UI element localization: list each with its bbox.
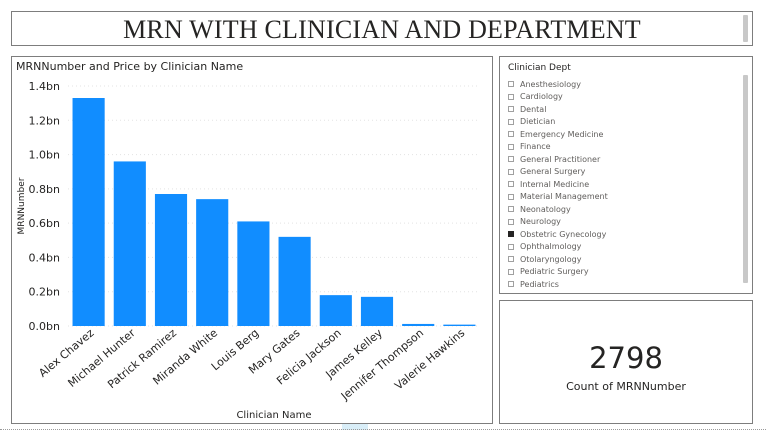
x-tick-label: Valerie Hawkins — [392, 326, 467, 392]
y-tick-label: 0.0bn — [29, 320, 60, 333]
bar[interactable] — [196, 199, 229, 326]
bar[interactable] — [319, 295, 352, 326]
slicer-checkbox[interactable] — [508, 243, 514, 250]
slicer-checkbox[interactable] — [508, 181, 514, 188]
slicer-item[interactable]: Neonatology — [508, 203, 608, 216]
slicer-item-label: Dietician — [520, 117, 556, 127]
slicer-title: Clinician Dept — [508, 63, 571, 73]
kpi-card: 2798 Count of MRNNumber — [499, 300, 753, 424]
slicer-item-label: Internal Medicine — [520, 179, 590, 189]
bar[interactable] — [154, 194, 188, 326]
slicer-item[interactable]: Otolaryngology — [508, 253, 608, 266]
slicer-checkbox[interactable] — [508, 81, 514, 88]
slicer-item[interactable]: Pediatrics — [508, 278, 608, 291]
slicer-item-label: Pediatric Surgery — [520, 267, 589, 277]
slicer-checkbox[interactable] — [508, 231, 514, 238]
slicer-item[interactable]: Internal Medicine — [508, 178, 608, 191]
slicer-item-label: Pediatrics — [520, 279, 559, 289]
slicer-item-label: Cardiology — [520, 92, 563, 102]
slicer-checkbox[interactable] — [508, 168, 514, 175]
bar[interactable] — [113, 161, 146, 326]
slicer-checkbox[interactable] — [508, 256, 514, 263]
slicer-item[interactable]: Dental — [508, 103, 608, 116]
bar[interactable] — [72, 98, 105, 326]
slicer-item-label: Emergency Medicine — [520, 129, 604, 139]
slicer-checkbox[interactable] — [508, 93, 514, 100]
y-tick-label: 1.2bn — [29, 114, 60, 127]
slicer-item-label: Dental — [520, 104, 547, 114]
bar[interactable] — [278, 236, 311, 326]
slicer-item[interactable]: Pediatric Surgery — [508, 266, 608, 279]
slicer-item[interactable]: Finance — [508, 141, 608, 154]
slicer-item[interactable]: General Practitioner — [508, 153, 608, 166]
slicer-item[interactable]: Ophthalmology — [508, 241, 608, 254]
slicer-item[interactable]: Emergency Medicine — [508, 128, 608, 141]
slicer-item-label: Neurology — [520, 217, 561, 227]
y-axis-title: MRNNumber — [17, 177, 27, 234]
slicer-item-label: General Practitioner — [520, 154, 601, 164]
slicer-checkbox[interactable] — [508, 193, 514, 200]
slicer-item[interactable]: Dietician — [508, 116, 608, 129]
bar-chart-card[interactable]: 0.0bn 0.2bn 0.4bn 0.6bn 0.8bn 1.0bn 1.2bn 1.4bn… — [11, 56, 493, 424]
x-axis-title: Clinician Name — [236, 410, 311, 421]
slicer-checkbox[interactable] — [508, 268, 514, 275]
y-tick-label: 0.8bn — [29, 183, 60, 196]
title-scrollbar[interactable] — [743, 15, 748, 42]
slicer-item-label: Finance — [520, 142, 551, 152]
bar[interactable] — [237, 221, 270, 326]
slicer-item-label: Neonatology — [520, 204, 571, 214]
slicer-item-label: Material Management — [520, 192, 608, 202]
bar-chart: 0.0bn 0.2bn 0.4bn 0.6bn 0.8bn 1.0bn 1.2bn 1.4bn… — [17, 80, 480, 421]
slicer-checkbox[interactable] — [508, 143, 514, 150]
slicer-checkbox[interactable] — [508, 218, 514, 225]
slicer-item[interactable]: Cardiology — [508, 91, 608, 104]
slicer-scrollbar[interactable] — [743, 75, 748, 283]
chart-title: MRNNumber and Price by Clinician Name — [16, 60, 244, 73]
slicer-list: Anesthesiology Cardiology Dental Dietician E… — [508, 78, 608, 291]
slicer-item-label: Obstetric Gynecology — [520, 229, 607, 239]
slicer-item-label: Ophthalmology — [520, 242, 582, 252]
clinician-dept-slicer: Clinician Dept Anesthesiology Cardiology D… — [499, 56, 753, 294]
slicer-item-label: General Surgery — [520, 167, 586, 177]
y-tick-label: 0.6bn — [29, 217, 60, 230]
kpi-value: 2798 — [589, 341, 663, 375]
slicer-checkbox[interactable] — [508, 206, 514, 213]
slicer-checkbox[interactable] — [508, 106, 514, 113]
slicer-item[interactable]: General Surgery — [508, 166, 608, 179]
kpi-label: Count of MRNNumber — [566, 380, 686, 393]
slicer-item-label: Otolaryngology — [520, 254, 582, 264]
page-bottom-divider — [0, 429, 766, 430]
slicer-item[interactable]: Obstetric Gynecology — [508, 228, 608, 241]
y-tick-label: 1.0bn — [29, 149, 60, 162]
y-tick-label: 0.4bn — [29, 251, 60, 264]
title-card: MRN WITH CLINICIAN AND DEPARTMENT — [11, 11, 753, 46]
bar[interactable] — [360, 296, 394, 326]
y-tick-label: 1.4bn — [29, 80, 60, 93]
bar[interactable] — [443, 324, 476, 326]
bar[interactable] — [402, 323, 435, 326]
slicer-item[interactable]: Material Management — [508, 191, 608, 204]
x-tick-label: Patrick Ramirez — [105, 326, 179, 391]
page-title: MRN WITH CLINICIAN AND DEPARTMENT — [123, 15, 641, 44]
slicer-checkbox[interactable] — [508, 281, 514, 288]
slicer-checkbox[interactable] — [508, 156, 514, 163]
slicer-checkbox[interactable] — [508, 118, 514, 125]
y-tick-label: 0.2bn — [29, 286, 60, 299]
slicer-checkbox[interactable] — [508, 131, 514, 138]
slicer-item[interactable]: Neurology — [508, 216, 608, 229]
slicer-item-label: Anesthesiology — [520, 79, 581, 89]
slicer-item[interactable]: Anesthesiology — [508, 78, 608, 91]
